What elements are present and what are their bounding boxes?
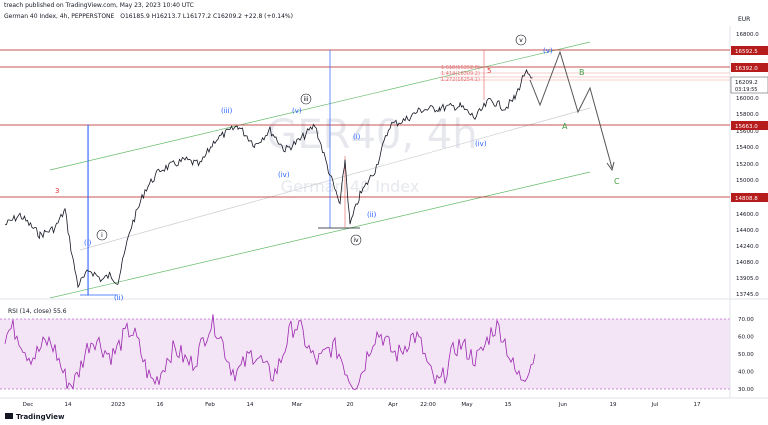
time-tick-label: Jun	[558, 402, 568, 408]
wave-label-a: A	[562, 122, 568, 131]
time-tick-label: 22:00	[420, 402, 436, 408]
price-tick-label: 15800.0	[736, 112, 759, 118]
time-tick-label: 19	[610, 402, 617, 408]
price-tick-label: 14240.0	[736, 244, 759, 250]
rsi-band	[0, 319, 730, 389]
wave-label-ii-start: (ii)	[114, 294, 124, 302]
wave-label-3: 3	[55, 187, 59, 195]
symbol-line: German 40 Index, 4h, PEPPERSTONE O16185.…	[4, 13, 293, 20]
wave-label-iv-left: (iv)	[278, 171, 290, 179]
wave-label-iii: (iii)	[221, 107, 233, 115]
last-price-tag: 16209.2	[735, 80, 758, 86]
time-tick-label: Apr	[388, 402, 398, 408]
level-tag-16392: 16392.0	[735, 66, 758, 72]
time-tick-label: 14	[247, 402, 254, 408]
price-tick-label: 14080.0	[736, 260, 759, 266]
rsi-label[interactable]: RSI (14, close) 55.6	[8, 308, 67, 315]
time-tick-label: 17	[694, 402, 701, 408]
publisher-line: treach published on TradingView.com, May…	[4, 2, 194, 9]
wave-label-5: 5	[487, 67, 491, 75]
level-tag-14808: 14808.8	[735, 196, 758, 202]
wave-circle-iv: iv	[353, 237, 359, 244]
channel-lower[interactable]	[49, 171, 591, 298]
price-tick-label: 15200.0	[736, 162, 759, 168]
rsi-tick-label: 60.00	[738, 335, 754, 341]
tradingview-brand[interactable]: TradingView	[16, 413, 65, 421]
price-series[interactable]	[4, 68, 533, 289]
time-tick-label: Jul	[651, 402, 659, 408]
price-tick-label: 13905.0	[736, 276, 759, 282]
time-tick-label: Mar	[292, 402, 303, 408]
countdown-tag: 03:19:55	[735, 87, 757, 93]
time-tick-label: 15	[505, 402, 512, 408]
symbol-name[interactable]: German 40 Index, 4h, PEPPERSTONE	[4, 13, 115, 20]
wave-label-b: B	[579, 68, 585, 77]
wave-label-c: C	[614, 177, 620, 186]
wave-label-i-start: (i)	[84, 239, 92, 247]
wave-circle-v: v	[519, 37, 523, 44]
rsi-tick-label: 70.00	[738, 317, 754, 323]
channel-mid[interactable]	[79, 107, 591, 251]
rsi-tick-label: 50.00	[738, 352, 754, 358]
level-tag-15663: 15663.0	[735, 124, 758, 130]
price-tick-label: 14400.0	[736, 228, 759, 234]
price-tick-label: 15000.0	[736, 178, 759, 184]
time-tick-label: 14	[65, 402, 72, 408]
price-tick-label: 14600.0	[736, 212, 759, 218]
rsi-tick-label: 30.00	[738, 387, 754, 393]
price-tick-label: 16800.0	[736, 32, 759, 38]
wave-label-v-left: (v)	[292, 107, 302, 115]
wave-circle-iii: iii	[303, 96, 308, 103]
wave-label-iv-right: (iv)	[475, 140, 487, 148]
time-tick-label: Dec	[23, 402, 34, 408]
fib-label-1618: 1.618(16392.0)	[441, 65, 480, 71]
wave-label-v-right: (v)	[543, 47, 553, 55]
price-tick-label: 16000.0	[736, 96, 759, 102]
channel-upper[interactable]	[49, 41, 591, 171]
wave-circle-i: i	[101, 232, 103, 239]
watermark-symbol: GER40, 4h	[266, 112, 477, 158]
time-tick-label: 2023	[111, 402, 125, 408]
fib-label-1414: 1.414(16309.2)	[441, 71, 480, 77]
time-tick-label: Feb	[205, 402, 215, 408]
time-tick-label: May	[461, 402, 473, 408]
currency-label: EUR	[738, 16, 751, 23]
rsi-series[interactable]	[4, 314, 536, 391]
price-tick-label: 15400.0	[736, 145, 759, 151]
fib-label-1272: 1.272(16254.1)	[441, 77, 480, 83]
level-tag-16592: 16592.5	[735, 49, 758, 55]
tradingview-logo-icon	[5, 413, 13, 419]
time-tick-label: 16	[157, 402, 164, 408]
rsi-tick-label: 40.00	[738, 370, 754, 376]
wave-label-ii-mid: (ii)	[367, 211, 377, 219]
time-tick-label: 20	[347, 402, 354, 408]
price-tick-label: 15600.0	[736, 129, 759, 135]
ohlc-values: O16185.9 H16213.7 L16177.2 C16209.2 +22.…	[120, 13, 293, 20]
price-tick-label: 13745.0	[736, 292, 759, 298]
wave-label-i-mid: (i)	[353, 133, 361, 141]
watermark-name: German 40 Index	[281, 177, 420, 196]
